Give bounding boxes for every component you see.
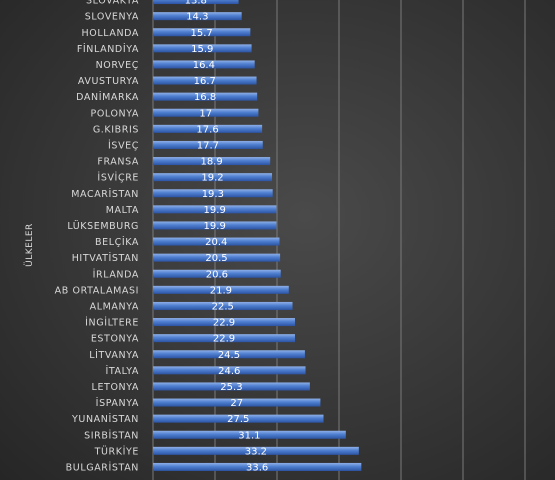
value-label: 31.1: [238, 430, 260, 441]
bar: [153, 124, 263, 133]
bar: [153, 108, 259, 117]
value-label: 33.2: [245, 446, 267, 457]
value-label: 17.6: [196, 124, 218, 135]
value-label: 33.6: [246, 462, 268, 473]
category-label: BELÇİKA: [95, 237, 139, 248]
category-label: ESTONYA: [91, 334, 139, 345]
category-label: YUNANİSTAN: [71, 414, 139, 425]
category-label: HITVATİSTAN: [72, 253, 139, 264]
bar: [153, 446, 359, 455]
bar: [153, 60, 255, 69]
bar: [153, 0, 239, 5]
category-label: SLOVENYA: [85, 12, 139, 23]
value-label: 24.6: [218, 366, 240, 377]
y-axis-title: ÜLKELER: [24, 223, 35, 267]
category-label: İSVEÇ: [108, 140, 139, 151]
category-label: LİTVANYA: [89, 350, 139, 361]
bar: [153, 44, 252, 53]
value-label: 24.5: [218, 350, 240, 361]
value-label: 17.7: [197, 140, 219, 151]
bar: [153, 318, 295, 327]
bar: [153, 414, 324, 423]
bar: [153, 76, 257, 85]
value-label: 19.9: [204, 205, 226, 216]
bars: [153, 0, 362, 471]
bar: [153, 269, 281, 278]
value-label: 18.9: [200, 157, 222, 168]
bar: [153, 221, 277, 230]
bar: [153, 350, 305, 359]
category-label: AB ORTALAMASI: [55, 285, 139, 296]
value-label: 22.9: [213, 318, 235, 329]
value-label: 27.5: [227, 414, 249, 425]
category-label: G.KIBRIS: [93, 124, 139, 135]
value-label: 20.6: [206, 269, 228, 280]
category-label: FRANSA: [97, 157, 139, 168]
category-label: DANİMARKA: [76, 92, 139, 103]
value-label: 19.9: [204, 221, 226, 232]
value-label: 19.2: [201, 173, 223, 184]
category-label: POLONYA: [90, 108, 139, 119]
value-label: 16.7: [194, 76, 216, 87]
value-label: 22.5: [212, 301, 234, 312]
value-label: 14.3: [186, 12, 208, 23]
bar: [153, 462, 362, 471]
bar: [153, 285, 289, 294]
category-label: İTALYA: [105, 366, 139, 377]
bar: [153, 334, 295, 343]
category-label: NORVEÇ: [96, 60, 139, 71]
bar: [153, 157, 271, 166]
value-labels: 13.8 14.3 15.7 15.9 16.4 16.7 16.8 17 17.6 17.7 18…: [185, 0, 269, 473]
value-label: 21.9: [210, 285, 232, 296]
category-label: HOLLANDA: [82, 28, 139, 39]
value-label: 20.4: [205, 237, 227, 248]
category-label: BULGARİSTAN: [66, 462, 139, 473]
bar: [153, 301, 293, 310]
category-label: MALTA: [106, 205, 139, 216]
value-label: 16.4: [193, 60, 215, 71]
category-label: İSVİÇRE: [97, 173, 139, 184]
value-label: 17: [199, 108, 212, 119]
category-label: ALMANYA: [90, 301, 139, 312]
category-label: SIRBİSTAN: [84, 430, 139, 441]
category-label: İSPANYA: [96, 398, 139, 409]
value-label: 20.5: [205, 253, 227, 264]
category-label: LETONYA: [92, 382, 139, 393]
category-label: AVUSTURYA: [78, 76, 139, 87]
category-label: FİNLANDİYA: [77, 44, 139, 55]
value-label: 13.8: [185, 0, 207, 7]
bar: [153, 398, 321, 407]
value-label: 19.3: [202, 189, 224, 200]
bar: [153, 28, 251, 37]
value-label: 15.7: [191, 28, 213, 39]
bar: [153, 173, 273, 182]
category-label: MACARİSTAN: [71, 189, 139, 200]
value-label: 25.3: [220, 382, 242, 393]
bar: [153, 253, 281, 262]
bar: [153, 430, 346, 439]
value-label: 27: [230, 398, 243, 409]
bar: [153, 140, 263, 149]
category-labels: SLOVAKYA SLOVENYA HOLLANDA FİNLANDİYA NORVEÇ…: [55, 0, 139, 473]
value-label: 16.8: [194, 92, 216, 103]
category-label: İNGİLTERE: [85, 318, 139, 329]
category-label: TÜRKİYE: [94, 446, 139, 457]
bar: [153, 189, 273, 198]
bar: [153, 382, 310, 391]
bar: [153, 12, 242, 21]
bar: [153, 92, 258, 101]
bar: [153, 205, 277, 214]
category-label: LÜKSEMBURG: [67, 221, 139, 232]
value-label: 15.9: [191, 44, 213, 55]
value-label: 22.9: [213, 334, 235, 345]
bar: [153, 366, 306, 375]
category-label: İRLANDA: [93, 269, 139, 280]
category-label: SLOVAKYA: [86, 0, 139, 7]
bar: [153, 237, 280, 246]
